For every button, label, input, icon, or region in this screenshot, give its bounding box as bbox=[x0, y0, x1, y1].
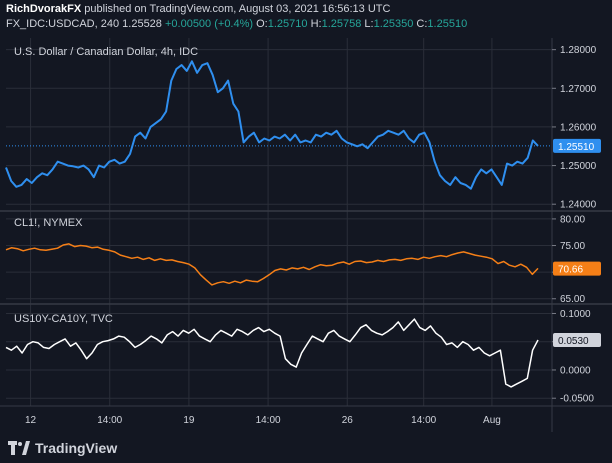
chart-header: RichDvorakFX published on TradingView.co… bbox=[0, 0, 612, 34]
publish-info: RichDvorakFX published on TradingView.co… bbox=[6, 3, 390, 15]
price-tick-label: 1.25000 bbox=[560, 161, 597, 172]
price-tick-label: 75.00 bbox=[560, 241, 585, 252]
tradingview-logo[interactable]: TradingView bbox=[8, 440, 117, 456]
author-name[interactable]: RichDvorakFX bbox=[6, 3, 82, 15]
price-tick-label: -0.0500 bbox=[560, 394, 594, 405]
last-value-label: 1.25510 bbox=[558, 142, 595, 153]
time-tick-label: 14:00 bbox=[97, 415, 122, 426]
price-tick-label: 1.26000 bbox=[560, 122, 597, 133]
price-tick-label: 0.1000 bbox=[560, 309, 591, 320]
tradingview-logo-icon bbox=[8, 441, 30, 455]
published-text: published on TradingView.com, August 03,… bbox=[84, 3, 391, 15]
close-label: C: bbox=[416, 18, 428, 30]
low-label: L: bbox=[364, 18, 374, 30]
low-value: 1.25350 bbox=[373, 18, 414, 30]
last-value-box bbox=[553, 138, 601, 153]
price-tick-label: 1.28000 bbox=[560, 45, 597, 56]
symbol-name: FX_IDC:USDCAD, 240 bbox=[6, 18, 120, 30]
price-axis: 1.28000 1.27000 1.26000 1.25000 1.24000 1.255… bbox=[551, 38, 601, 432]
series-line-2 bbox=[5, 318, 539, 388]
usdcad-pane-title: U.S. Dollar / Canadian Dollar, 4h, IDC bbox=[14, 46, 198, 58]
close-value: 1.25510 bbox=[427, 18, 468, 30]
high-value: 1.25758 bbox=[321, 18, 362, 30]
price-change: +0.00500 (+0.4%) bbox=[164, 18, 254, 30]
last-value-label: 0.0530 bbox=[558, 336, 589, 347]
symbol-info: FX_IDC:USDCAD, 240 1.25528 +0.00500 (+0.… bbox=[6, 18, 467, 30]
price-tick-label: 80.00 bbox=[560, 214, 585, 225]
grid-layer bbox=[0, 38, 612, 406]
crude-pane-title: CL1!, NYMEX bbox=[14, 217, 83, 229]
last-price: 1.25528 bbox=[122, 18, 162, 30]
price-tick-label: 65.00 bbox=[560, 294, 585, 305]
open-label: O: bbox=[256, 18, 268, 30]
series-line-0 bbox=[5, 60, 539, 190]
time-tick-label: 14:00 bbox=[411, 415, 436, 426]
lines-layer bbox=[5, 60, 552, 388]
last-value-box bbox=[553, 261, 601, 276]
last-value-label: 70.66 bbox=[558, 265, 583, 276]
chart-canvas[interactable]: 1.28000 1.27000 1.26000 1.25000 1.24000 1.255… bbox=[0, 0, 612, 432]
time-tick-label: 26 bbox=[342, 415, 354, 426]
tradingview-logo-text: TradingView bbox=[35, 440, 118, 456]
time-tick-label: 12 bbox=[25, 415, 37, 426]
last-value-box bbox=[553, 333, 601, 348]
time-tick-label: 19 bbox=[183, 415, 195, 426]
time-axis: 12 14:00 19 14:00 26 14:00 Aug bbox=[0, 405, 612, 426]
high-label: H: bbox=[310, 18, 322, 30]
time-tick-label: Aug bbox=[483, 415, 501, 426]
open-value: 1.25710 bbox=[267, 18, 308, 30]
price-tick-label: 0.0000 bbox=[560, 365, 591, 376]
price-tick-label: 1.27000 bbox=[560, 84, 597, 95]
footer: TradingView bbox=[0, 432, 612, 463]
spread-pane-title: US10Y-CA10Y, TVC bbox=[14, 313, 113, 325]
time-tick-label: 14:00 bbox=[256, 415, 281, 426]
series-line-1 bbox=[5, 243, 539, 286]
price-tick-label: 1.24000 bbox=[560, 200, 597, 211]
